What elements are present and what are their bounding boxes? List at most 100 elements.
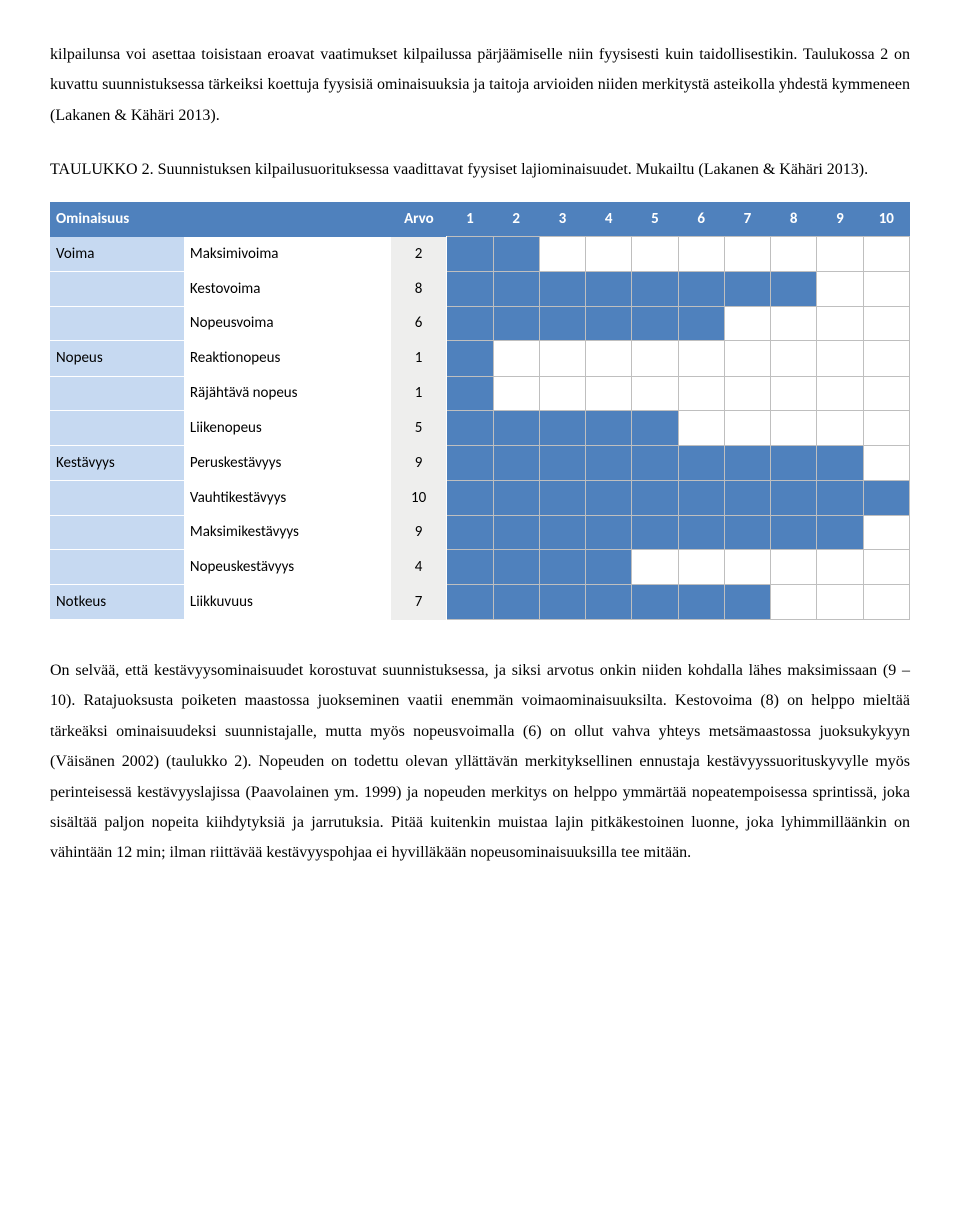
bar-cell [447, 411, 493, 446]
category-cell [50, 550, 184, 585]
bar-cell [863, 306, 909, 341]
value-cell: 9 [391, 445, 447, 481]
bar-cell [539, 376, 585, 411]
bar-cell [539, 306, 585, 341]
bar-cell [771, 411, 817, 446]
header-3: 3 [539, 202, 585, 237]
subproperty-cell: Maksimikestävyys [184, 515, 391, 550]
bar-cell [863, 584, 909, 620]
bar-cell [493, 550, 539, 585]
bar-cell [447, 550, 493, 585]
bar-cell [724, 272, 770, 307]
bar-cell [724, 306, 770, 341]
bar-cell [586, 376, 632, 411]
bar-cell [447, 237, 493, 272]
bar-cell [632, 306, 678, 341]
bar-cell [493, 306, 539, 341]
bar-cell [678, 272, 724, 307]
category-cell: Nopeus [50, 341, 184, 377]
bar-cell [863, 515, 909, 550]
bar-cell [493, 237, 539, 272]
bar-cell [817, 481, 863, 516]
bar-cell [724, 481, 770, 516]
bar-cell [817, 237, 863, 272]
bar-cell [586, 306, 632, 341]
bar-cell [678, 515, 724, 550]
bar-cell [678, 341, 724, 377]
bar-cell [817, 376, 863, 411]
bar-cell [863, 411, 909, 446]
bar-cell [724, 376, 770, 411]
bar-cell [632, 411, 678, 446]
table-row: Liikenopeus5 [50, 411, 910, 446]
bar-cell [586, 584, 632, 620]
table-row: Maksimikestävyys9 [50, 515, 910, 550]
category-cell: Kestävyys [50, 445, 184, 481]
bar-cell [724, 411, 770, 446]
header-4: 4 [586, 202, 632, 237]
bar-cell [724, 584, 770, 620]
bar-cell [771, 376, 817, 411]
category-cell [50, 376, 184, 411]
subproperty-cell: Reaktionopeus [184, 341, 391, 377]
bar-cell [539, 481, 585, 516]
bar-cell [493, 376, 539, 411]
properties-table: Ominaisuus Arvo 1 2 3 4 5 6 7 8 9 10 Voi… [50, 202, 910, 621]
header-arvo: Arvo [391, 202, 447, 237]
bar-cell [493, 411, 539, 446]
bar-cell [771, 515, 817, 550]
value-cell: 10 [391, 481, 447, 516]
bar-cell [539, 237, 585, 272]
bar-cell [817, 515, 863, 550]
bar-cell [493, 584, 539, 620]
value-cell: 2 [391, 237, 447, 272]
bar-cell [771, 341, 817, 377]
value-cell: 5 [391, 411, 447, 446]
category-cell: Voima [50, 237, 184, 272]
bar-cell [493, 272, 539, 307]
bar-cell [447, 341, 493, 377]
bar-cell [586, 237, 632, 272]
table-row: Nopeuskestävyys4 [50, 550, 910, 585]
bar-cell [493, 515, 539, 550]
header-ominaisuus: Ominaisuus [50, 202, 391, 237]
bar-cell [447, 306, 493, 341]
bar-cell [632, 515, 678, 550]
bar-cell [447, 376, 493, 411]
header-8: 8 [771, 202, 817, 237]
bar-cell [539, 411, 585, 446]
bar-cell [447, 584, 493, 620]
table-row: NotkeusLiikkuvuus7 [50, 584, 910, 620]
bar-cell [632, 481, 678, 516]
table-row: NopeusReaktionopeus1 [50, 341, 910, 377]
bar-cell [678, 376, 724, 411]
bar-cell [863, 550, 909, 585]
bar-cell [724, 341, 770, 377]
bar-cell [678, 411, 724, 446]
bar-cell [863, 376, 909, 411]
bar-cell [493, 341, 539, 377]
table-caption: TAULUKKO 2. Suunnistuksen kilpailusuorit… [50, 155, 910, 185]
bar-cell [539, 584, 585, 620]
value-cell: 7 [391, 584, 447, 620]
subproperty-cell: Räjähtävä nopeus [184, 376, 391, 411]
bar-cell [863, 237, 909, 272]
bar-cell [724, 550, 770, 585]
bar-cell [632, 376, 678, 411]
bar-cell [678, 306, 724, 341]
header-7: 7 [724, 202, 770, 237]
bar-cell [632, 550, 678, 585]
bar-cell [447, 445, 493, 481]
subproperty-cell: Vauhtikestävyys [184, 481, 391, 516]
bar-cell [539, 272, 585, 307]
subproperty-cell: Maksimivoima [184, 237, 391, 272]
bar-cell [447, 515, 493, 550]
subproperty-cell: Liikenopeus [184, 411, 391, 446]
value-cell: 4 [391, 550, 447, 585]
bar-cell [817, 272, 863, 307]
subproperty-cell: Nopeusvoima [184, 306, 391, 341]
bar-cell [817, 306, 863, 341]
bar-cell [678, 481, 724, 516]
bar-cell [447, 272, 493, 307]
bar-cell [447, 481, 493, 516]
